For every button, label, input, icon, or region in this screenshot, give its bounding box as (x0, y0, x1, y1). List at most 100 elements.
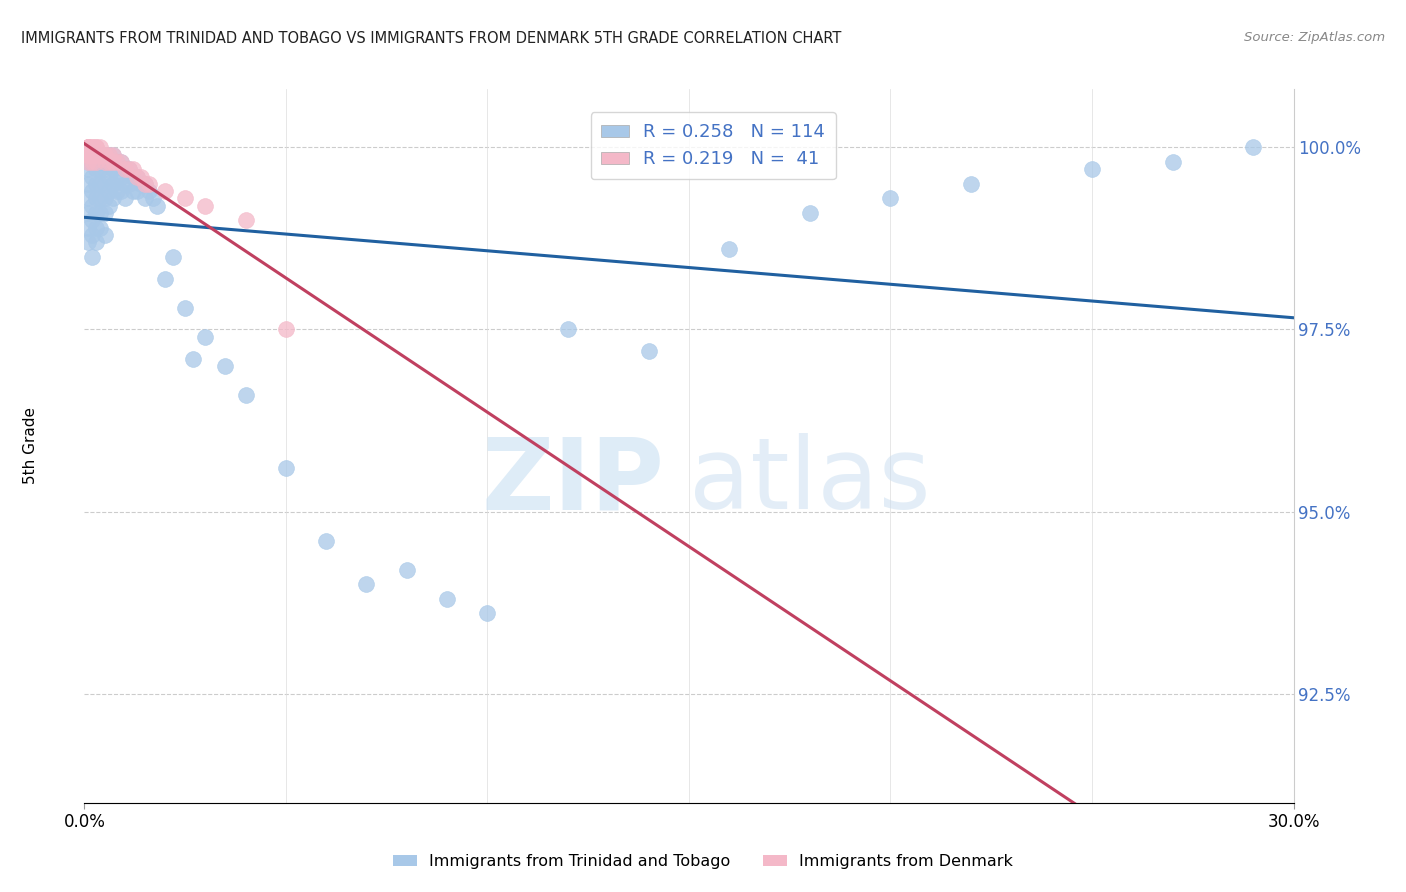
Point (82, 147, 104, 161)
Point (879, 191, 901, 205)
Point (114, 191, 136, 205)
Point (101, 147, 124, 161)
Point (125, 169, 148, 184)
Point (134, 191, 156, 205)
Point (89, 162, 111, 177)
Point (134, 177, 156, 191)
Point (1081, 162, 1104, 177)
Point (86, 191, 108, 205)
Point (93, 155, 115, 169)
Point (118, 177, 141, 191)
Point (138, 177, 160, 191)
Point (86, 155, 108, 169)
Legend: R = 0.258   N = 114, R = 0.219   N =  41: R = 0.258 N = 114, R = 0.219 N = 41 (591, 112, 835, 179)
Point (181, 351, 204, 366)
Text: ZIP: ZIP (482, 434, 665, 530)
Point (89, 155, 111, 169)
Point (174, 191, 197, 205)
Point (101, 147, 124, 161)
Point (105, 169, 128, 184)
Point (194, 199, 217, 213)
Point (1241, 140, 1264, 154)
Point (86, 162, 108, 177)
Point (93, 191, 115, 205)
Point (82, 213, 104, 227)
Point (395, 563, 418, 577)
Point (89, 191, 111, 205)
Point (121, 169, 143, 184)
Point (93, 147, 115, 161)
Point (274, 460, 297, 475)
Point (89, 140, 111, 154)
Point (86, 147, 108, 161)
Point (129, 169, 152, 184)
Point (82, 147, 104, 161)
Point (110, 155, 132, 169)
Point (637, 344, 659, 359)
Point (436, 591, 458, 606)
Point (162, 250, 184, 264)
Point (114, 162, 136, 177)
Point (77, 155, 100, 169)
Point (93, 227, 115, 242)
Point (134, 177, 156, 191)
Point (121, 162, 143, 177)
Point (356, 577, 378, 591)
Point (174, 301, 197, 315)
Point (77, 140, 100, 154)
Point (82, 155, 104, 169)
Point (138, 184, 160, 198)
Point (86, 220, 108, 235)
Point (101, 191, 124, 205)
Point (118, 162, 141, 177)
Point (77, 140, 100, 154)
Point (105, 155, 128, 169)
Point (105, 184, 128, 198)
Point (97, 155, 120, 169)
Point (125, 169, 148, 184)
Point (77, 147, 100, 161)
Point (153, 271, 176, 285)
Point (142, 191, 165, 205)
Point (82, 250, 104, 264)
Point (93, 155, 115, 169)
Point (86, 177, 108, 191)
Point (214, 359, 236, 373)
Point (101, 177, 124, 191)
Point (129, 177, 152, 191)
Point (89, 177, 111, 191)
Point (97, 155, 120, 169)
Point (93, 147, 115, 161)
Point (146, 199, 169, 213)
Text: IMMIGRANTS FROM TRINIDAD AND TOBAGO VS IMMIGRANTS FROM DENMARK 5TH GRADE CORRELA: IMMIGRANTS FROM TRINIDAD AND TOBAGO VS I… (21, 31, 841, 46)
Point (97, 184, 120, 198)
Point (77, 140, 100, 154)
Point (121, 184, 143, 198)
Legend: Immigrants from Trinidad and Tobago, Immigrants from Denmark: Immigrants from Trinidad and Tobago, Imm… (387, 847, 1019, 875)
Point (960, 177, 983, 191)
Point (97, 169, 120, 184)
Point (77, 162, 100, 177)
Text: Source: ZipAtlas.com: Source: ZipAtlas.com (1244, 31, 1385, 45)
Point (89, 206, 111, 220)
Point (101, 155, 124, 169)
Point (110, 184, 132, 198)
Point (97, 147, 120, 161)
Text: 5th Grade: 5th Grade (24, 408, 38, 484)
Point (82, 147, 104, 161)
Point (86, 140, 108, 154)
Point (194, 330, 217, 344)
Point (77, 147, 100, 161)
Point (77, 206, 100, 220)
Point (86, 140, 108, 154)
Point (114, 177, 136, 191)
Point (86, 206, 108, 220)
Point (77, 140, 100, 154)
Point (82, 140, 104, 154)
Point (110, 169, 132, 184)
Point (105, 155, 128, 169)
Point (93, 147, 115, 161)
Point (557, 322, 579, 336)
Point (77, 177, 100, 191)
Point (77, 140, 100, 154)
